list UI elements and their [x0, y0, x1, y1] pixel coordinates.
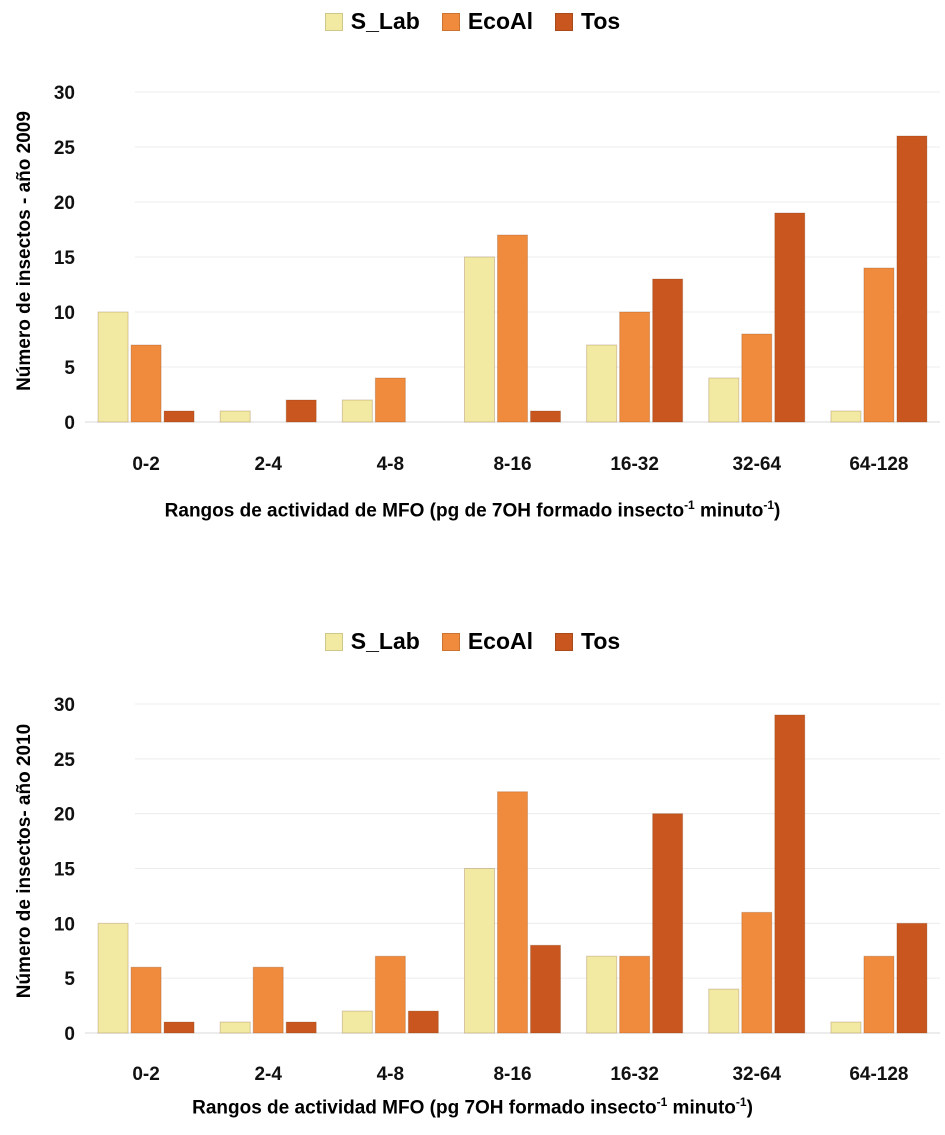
- x-tick-label: 0-2: [132, 1064, 159, 1085]
- bar-tos-8-16: [530, 944, 561, 1034]
- bar-ecoal-32-64: [741, 911, 773, 1034]
- bar-s-lab-64-128: [830, 410, 862, 423]
- bar-ecoal-64-128: [863, 955, 895, 1034]
- bar-s-lab-32-64: [708, 988, 740, 1034]
- legend-swatch-ecoal: [441, 632, 460, 651]
- x-tick-label: 2-4: [254, 1064, 282, 1085]
- x-axis-label: Rangos de actividad MFO (pg 7OH formado …: [192, 1095, 753, 1119]
- bar-ecoal-4-8: [374, 955, 406, 1034]
- x-tick-label: 32-64: [732, 454, 781, 475]
- bar-s-lab-8-16: [464, 868, 495, 1034]
- legend-label: S_Lab: [350, 628, 420, 654]
- bar-tos-64-128: [896, 135, 928, 423]
- legend-label: EcoAl: [467, 8, 534, 34]
- bar-tos-4-8: [407, 1010, 439, 1034]
- bar-s-lab-64-128: [830, 1021, 862, 1034]
- x-tick-label: 16-32: [610, 1064, 659, 1085]
- bar-tos-32-64: [774, 212, 806, 423]
- legend-swatch-s-lab: [324, 632, 343, 651]
- bar-s-lab-16-32: [586, 344, 618, 423]
- bar-tos-64-128: [896, 922, 928, 1034]
- chart-2009: S_Lab EcoAl Tos 0 5 10 15 20 25 30 0-2 2-4 4-8 8-1…: [0, 0, 945, 545]
- legend-swatch-s-lab: [324, 12, 343, 31]
- y-tick-label: 5: [64, 358, 75, 379]
- chart-2010: S_Lab EcoAl Tos 0 5 10 15 20 25 30 0-2 2-4 4-8 8-1…: [0, 600, 945, 1135]
- bar-ecoal-0-2: [130, 344, 162, 423]
- legend-item-ecoal: EcoAl: [441, 8, 534, 35]
- legend-swatch-ecoal: [441, 12, 460, 31]
- y-axis-label: Número de insectos - año 2009: [14, 111, 35, 391]
- x-tick-label: 4-8: [377, 1064, 404, 1085]
- bar-ecoal-4-8: [374, 377, 406, 423]
- y-tick-label: 30: [54, 83, 75, 104]
- bar-ecoal-0-2: [130, 966, 162, 1034]
- legend: S_Lab EcoAl Tos: [0, 8, 945, 35]
- bar-ecoal-16-32: [619, 955, 651, 1034]
- y-tick-label: 5: [64, 969, 75, 990]
- y-tick-label: 30: [54, 695, 75, 716]
- bar-s-lab-32-64: [708, 377, 740, 423]
- bar-tos-2-4: [285, 399, 317, 423]
- x-axis-label: Rangos de actividad de MFO (pg de 7OH fo…: [164, 498, 781, 522]
- plot-area: 0 5 10 15 20 25 30 0-2 2-4 4-8 8-16 16-32 32-64 64-12…: [54, 695, 940, 1085]
- legend-item-ecoal: EcoAl: [441, 628, 534, 655]
- y-axis-label: Número de insectos- año 2010: [14, 723, 35, 999]
- y-tick-label: 25: [54, 750, 76, 771]
- legend-swatch-tos: [555, 12, 574, 31]
- bar-ecoal-8-16: [497, 234, 528, 423]
- x-tick-label: 8-16: [493, 1064, 531, 1085]
- y-tick-label: 15: [54, 248, 76, 269]
- x-tick-label: 8-16: [493, 454, 531, 475]
- bar-tos-2-4: [285, 1021, 317, 1034]
- bar-s-lab-0-2: [97, 311, 129, 423]
- x-tick-label: 0-2: [132, 454, 159, 475]
- bar-tos-0-2: [163, 410, 195, 423]
- bar-tos-0-2: [163, 1021, 195, 1034]
- legend-label: S_Lab: [350, 8, 420, 34]
- y-tick-label: 25: [54, 138, 76, 159]
- bar-s-lab-4-8: [341, 399, 373, 423]
- legend-label: Tos: [581, 8, 621, 34]
- x-tick-label: 64-128: [849, 454, 908, 475]
- x-tick-label: 32-64: [732, 1064, 781, 1085]
- legend: S_Lab EcoAl Tos: [0, 628, 945, 655]
- bar-ecoal-8-16: [497, 791, 528, 1034]
- bar-s-lab-2-4: [219, 410, 251, 423]
- bar-s-lab-2-4: [219, 1021, 251, 1034]
- bar-tos-32-64: [774, 714, 806, 1034]
- x-tick-label: 16-32: [610, 454, 659, 475]
- bar-ecoal-2-4: [252, 966, 284, 1034]
- y-tick-label: 10: [54, 303, 75, 324]
- y-tick-label: 10: [54, 914, 75, 935]
- y-tick-label: 20: [54, 805, 75, 826]
- plot-area: 0 5 10 15 20 25 30 0-2 2-4 4-8 8-16 16-32 32-64 64-12…: [54, 83, 940, 475]
- legend-item-tos: Tos: [555, 8, 620, 35]
- legend-label: Tos: [581, 628, 621, 654]
- bar-tos-8-16: [530, 410, 561, 423]
- y-tick-label: 0: [64, 1024, 75, 1045]
- legend-label: EcoAl: [467, 628, 534, 654]
- legend-swatch-tos: [555, 632, 574, 651]
- legend-item-s-lab: S_Lab: [324, 8, 420, 35]
- legend-item-tos: Tos: [555, 628, 620, 655]
- legend-item-s-lab: S_Lab: [324, 628, 420, 655]
- bar-s-lab-16-32: [586, 955, 618, 1034]
- bar-s-lab-0-2: [97, 922, 129, 1034]
- bar-s-lab-8-16: [464, 256, 495, 423]
- bar-ecoal-64-128: [863, 267, 895, 423]
- bar-ecoal-16-32: [619, 311, 651, 423]
- bar-s-lab-4-8: [341, 1010, 373, 1034]
- bar-ecoal-32-64: [741, 333, 773, 423]
- y-tick-label: 15: [54, 860, 76, 881]
- x-tick-label: 64-128: [849, 1064, 908, 1085]
- bar-tos-16-32: [652, 278, 684, 423]
- y-tick-label: 20: [54, 193, 75, 214]
- bar-tos-16-32: [652, 813, 684, 1034]
- y-tick-label: 0: [64, 413, 75, 434]
- x-tick-label: 2-4: [254, 454, 282, 475]
- x-tick-label: 4-8: [377, 454, 404, 475]
